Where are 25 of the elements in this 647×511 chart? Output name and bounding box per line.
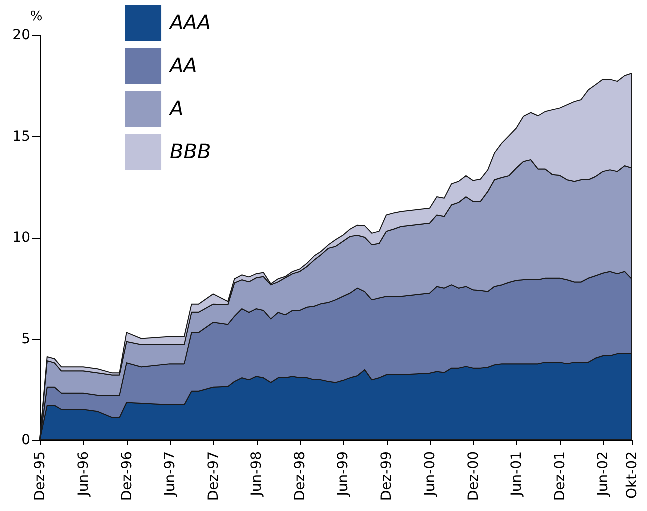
x-tick-label: Dez-99 (379, 452, 396, 502)
y-axis-title: % (30, 10, 43, 24)
y-tick-label: 20 (12, 28, 30, 44)
x-tick-label: Dez-97 (206, 452, 222, 502)
legend-label: AAA (168, 10, 212, 34)
x-tick-label: Dez-96 (119, 451, 136, 502)
x-tick-label: Jun-99 (336, 452, 352, 498)
y-tick-label: 0 (22, 432, 30, 448)
y-tick-label: 15 (12, 128, 30, 145)
x-tick-label: Jun-97 (162, 452, 178, 498)
x-tick-label: Jun-00 (422, 452, 438, 498)
x-tick-label: Jun-96 (76, 451, 92, 498)
x-tick-label: Dez-01 (552, 452, 568, 502)
x-tick-label: Dez-00 (466, 452, 482, 502)
legend-label: A (168, 96, 184, 120)
y-tick-label: 5 (22, 331, 30, 348)
x-tick-label: Okt-02 (624, 452, 640, 499)
x-tick-label: Dez-95 (32, 452, 48, 502)
x-tick-label: Jun-98 (249, 452, 266, 498)
x-tick-label: Jun-02 (596, 452, 612, 498)
x-tick-label: Jun-01 (508, 452, 525, 498)
y-tick-label: 10 (12, 230, 30, 246)
x-tick-label: Dez-98 (292, 452, 308, 502)
legend-label: AA (168, 54, 198, 78)
legend-label: BBB (170, 140, 212, 164)
